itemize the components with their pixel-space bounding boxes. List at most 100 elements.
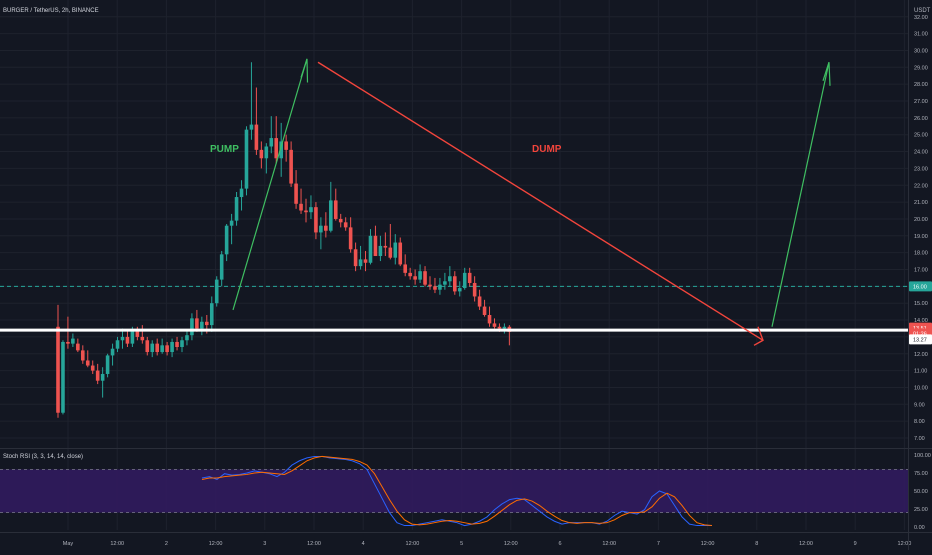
annotations-over: PUMP DUMP <box>0 58 908 346</box>
candle-body <box>81 350 85 361</box>
candle-body <box>319 225 323 233</box>
candle-body <box>71 338 75 344</box>
candle-body <box>487 314 492 324</box>
rsi-d-line <box>201 455 713 527</box>
candle-body <box>314 207 318 233</box>
candle-body <box>254 124 259 150</box>
candle-body <box>200 321 204 329</box>
candle-body <box>195 318 199 329</box>
candle-body <box>403 264 407 273</box>
stoch-rsi-pane <box>0 455 908 527</box>
candle-body <box>289 149 293 184</box>
price-tick-label: 20.00 <box>914 217 928 223</box>
price-tick-label: 21.00 <box>914 200 928 206</box>
candle-body <box>140 336 145 341</box>
price-tick-label: 18.00 <box>914 251 928 257</box>
candle-body <box>438 284 442 290</box>
time-tick-label: 12:00 <box>799 541 813 547</box>
time-tick-label: 9 <box>854 541 857 547</box>
price-tick-label: 7.00 <box>914 436 925 442</box>
candle-body <box>214 279 219 304</box>
candle-body <box>502 326 507 329</box>
time-tick-label: 8 <box>755 541 758 547</box>
candle-body <box>368 235 373 263</box>
candle-body <box>304 210 308 213</box>
candle-body <box>66 341 70 344</box>
candle-body <box>398 242 403 265</box>
price-tick-label: 17.00 <box>914 268 928 274</box>
price-tick-label: 8.00 <box>914 419 925 425</box>
price-tick-label: 23.00 <box>914 166 928 172</box>
rsi-tick-label: 50.00 <box>914 489 928 495</box>
time-tick-label: 6 <box>558 541 561 547</box>
candle-body <box>205 321 209 326</box>
candle-body <box>115 340 120 349</box>
candle-body <box>185 335 189 341</box>
rsi-tick-label: 75.00 <box>914 471 928 477</box>
candle-body <box>95 370 100 381</box>
candle-body <box>457 288 462 292</box>
time-tick-label: May <box>63 541 74 547</box>
candle-body <box>353 249 358 267</box>
price-badge <box>909 281 932 292</box>
candle-body <box>61 341 65 413</box>
candle-body <box>333 200 338 219</box>
price-tick-label: 31.00 <box>914 32 928 38</box>
price-tick-label: 10.00 <box>914 385 928 391</box>
future-pump-arrow-line <box>771 62 830 327</box>
price-badge-label: 16.00 <box>913 285 927 291</box>
candle-body <box>477 296 482 307</box>
candle-body <box>378 245 383 257</box>
candle-body <box>259 149 264 159</box>
candle-body <box>388 247 393 258</box>
candle-body <box>279 141 283 159</box>
price-badge <box>909 334 932 345</box>
candle-body <box>393 242 398 258</box>
time-tick-label: 12:00 <box>701 541 715 547</box>
candle-body <box>329 200 333 231</box>
pump-arrow-head <box>300 58 309 83</box>
candle-body <box>125 336 130 344</box>
dump-label: DUMP <box>532 144 562 155</box>
candle-body <box>175 341 179 348</box>
price-tick-label: 11.00 <box>914 369 927 375</box>
price-tick-label: 30.00 <box>914 48 928 54</box>
candle-body <box>190 318 194 336</box>
candle-body <box>482 306 487 315</box>
candle-body <box>264 146 269 159</box>
candle-body <box>135 330 140 337</box>
candle-body <box>155 343 159 353</box>
price-badge-label: 13.27 <box>913 338 927 344</box>
candle-body <box>309 207 313 213</box>
candle-body <box>418 271 422 280</box>
price-tick-label: 22.00 <box>914 183 928 189</box>
candle-body <box>428 284 432 287</box>
time-tick-label: 2 <box>165 541 168 547</box>
candle-body <box>180 340 184 348</box>
future-pump-arrow-head <box>822 62 831 86</box>
currency-label: USDT <box>914 8 931 14</box>
candle-body <box>224 225 229 255</box>
stoch-rsi-title: Stoch RSI (3, 3, 14, 14, close) <box>3 454 83 460</box>
candle-body <box>110 348 115 356</box>
candle-body <box>120 336 125 341</box>
price-tick-label: 14.00 <box>914 318 928 324</box>
candle-body <box>85 360 90 366</box>
time-tick-label: 12:00 <box>209 541 223 547</box>
time-tick-label: 7 <box>657 541 660 547</box>
time-tick-label: 5 <box>460 541 463 547</box>
candle-body <box>453 276 457 292</box>
candle-body <box>443 281 447 285</box>
price-tick-label: 15.00 <box>914 301 928 307</box>
price-tick-label: 27.00 <box>914 99 928 105</box>
candle-body <box>165 345 169 353</box>
candle-body <box>413 276 417 280</box>
price-tick-label: 24.00 <box>914 150 928 156</box>
rsi-tick-label: 100.00 <box>914 453 931 459</box>
rsi-tick-label: 25.00 <box>914 507 928 513</box>
candle-body <box>269 138 274 147</box>
candle-body <box>343 222 348 228</box>
price-tick-label: 25.00 <box>914 133 928 139</box>
